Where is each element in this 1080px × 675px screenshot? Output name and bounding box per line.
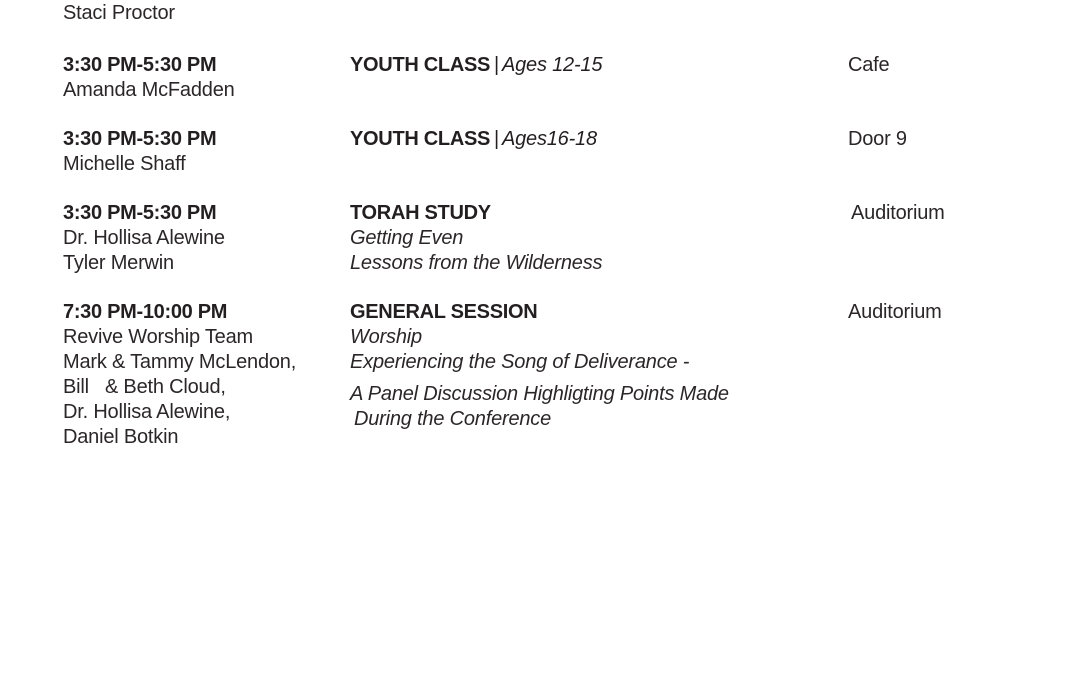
session-subtitle: A Panel Discussion Highligting Points Ma… (350, 383, 729, 405)
row-time-speakers-cell: 3:30 PM-5:30 PM Amanda McFadden (63, 53, 343, 103)
row-session-cell: GENERAL SESSION Worship Experiencing the… (350, 300, 830, 432)
row-time-speakers-cell: 3:30 PM-5:30 PM Staci Proctor (63, 0, 343, 26)
session-subtitle: Getting Even (350, 227, 464, 249)
row-venue: Door 9 (848, 128, 907, 150)
row-speaker: Mark & Tammy McLendon, (63, 351, 297, 373)
row-speaker: Dr. Hollisa Alewine, (63, 401, 231, 423)
session-separator: | (494, 128, 499, 150)
session-separator: | (494, 54, 499, 76)
row-speaker: Dr. Hollisa Alewine (63, 227, 225, 249)
row-time: 3:30 PM-5:30 PM (63, 202, 217, 224)
row-time: 3:30 PM-5:30 PM (63, 128, 217, 150)
session-title-text: YOUTH CLASS (350, 54, 491, 76)
row-venue-cell: Auditorium (848, 300, 1068, 325)
row-speaker: Michelle Shaff (63, 153, 186, 175)
blank-page-area (0, 460, 1080, 675)
row-session-title: CHILDREN'S CLASS|Ages 4-11 (350, 0, 830, 1)
row-venue-cell: Small Hall (848, 0, 1068, 1)
row-session-title: YOUTH CLASS | Ages16-18 (350, 127, 830, 152)
row-time-speakers-cell: 3:30 PM-5:30 PM Dr. Hollisa Alewine Tyle… (63, 201, 343, 276)
session-ages: Ages16-18 (501, 128, 597, 150)
session-title-text: YOUTH CLASS (350, 128, 491, 150)
row-session-cell: CHILDREN'S CLASS|Ages 4-11 (350, 0, 830, 1)
row-time-speakers-cell: 3:30 PM-5:30 PM Michelle Shaff (63, 127, 343, 177)
row-session-title: YOUTH CLASS | Ages 12-15 (350, 53, 830, 78)
row-speaker: Staci Proctor (63, 2, 175, 24)
row-venue: Auditorium (851, 202, 945, 224)
row-session-title: TORAH STUDY (350, 201, 830, 226)
row-time-speakers-cell: 7:30 PM-10:00 PM Revive Worship Team Mar… (63, 300, 343, 450)
row-venue: Small Hall (848, 0, 1068, 1)
session-subtitle: During the Conference (354, 408, 552, 430)
row-venue-cell: Cafe (848, 53, 1068, 78)
row-venue-cell: Auditorium (848, 201, 1068, 226)
row-session-cell: YOUTH CLASS | Ages 12-15 (350, 53, 830, 78)
session-subtitle: Lessons from the Wilderness (350, 252, 603, 274)
row-venue: Cafe (848, 54, 890, 76)
row-speaker: Daniel Botkin (63, 426, 179, 448)
row-time: 7:30 PM-10:00 PM (63, 301, 228, 323)
session-title-text: GENERAL SESSION (350, 301, 538, 323)
row-speaker: Tyler Merwin (63, 252, 174, 274)
row-venue-cell: Door 9 (848, 127, 1068, 152)
row-session-cell: YOUTH CLASS | Ages16-18 (350, 127, 830, 152)
row-venue: Auditorium (848, 301, 942, 323)
row-speaker: Amanda McFadden (63, 79, 235, 101)
session-subtitle: Experiencing the Song of Deliverance - (350, 351, 690, 373)
row-time: 3:30 PM-5:30 PM (63, 54, 217, 76)
row-speaker: Bill & Beth Cloud, (63, 376, 226, 398)
row-session-title: GENERAL SESSION (350, 300, 830, 325)
session-title-text: TORAH STUDY (350, 202, 491, 224)
session-ages: Ages 12-15 (501, 54, 603, 76)
row-speaker: Revive Worship Team (63, 326, 253, 348)
row-session-cell: TORAH STUDY Getting Even Lessons from th… (350, 201, 830, 276)
session-subtitle: Worship (350, 326, 422, 348)
